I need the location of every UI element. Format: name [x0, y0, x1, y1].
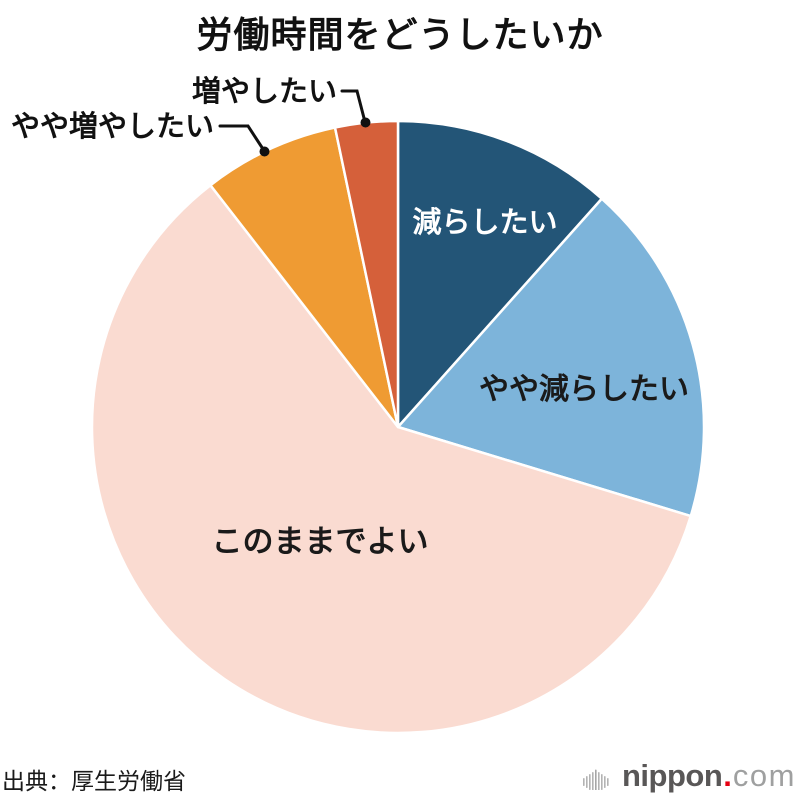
- soundwave-bar: [586, 776, 588, 788]
- soundwave-bar: [604, 776, 606, 788]
- pie-slice-0: [396, 119, 604, 429]
- soundwave-bar: [598, 772, 600, 790]
- callout-dot-4: [360, 117, 371, 128]
- callout-line-3: [218, 124, 265, 151]
- soundwave-bars-icon: [583, 769, 609, 790]
- logo-nippon-text: nippon: [622, 758, 723, 793]
- soundwave-bar: [607, 778, 609, 786]
- slice-label-1: やや減らしたい: [479, 373, 689, 406]
- callout-dot-3: [259, 146, 270, 157]
- soundwave-bar: [595, 769, 597, 790]
- pie-slice-1: [396, 197, 706, 518]
- soundwave-bar: [583, 778, 585, 786]
- pie-slice-3: [209, 126, 400, 429]
- soundwave-bar: [589, 774, 591, 790]
- slice-label-2: このままでよい: [212, 524, 429, 559]
- nippon-logo: nippon . com: [582, 750, 796, 794]
- callout-line-4: [340, 89, 366, 122]
- logo-com-text: com: [732, 758, 796, 793]
- pie-slice-2: [90, 183, 692, 735]
- chart-title: 労働時間をどうしたいか: [196, 14, 604, 55]
- soundwave-bar: [592, 772, 594, 790]
- source-text: 出典：厚生労働省: [2, 768, 186, 794]
- logo-red-dot: .: [723, 758, 732, 793]
- soundwave-bar: [601, 774, 603, 790]
- slice-label-4: 増やしたい: [192, 75, 337, 108]
- slice-label-0: 減らしたい: [412, 206, 557, 239]
- slice-label-3: やや増やしたい: [11, 110, 214, 143]
